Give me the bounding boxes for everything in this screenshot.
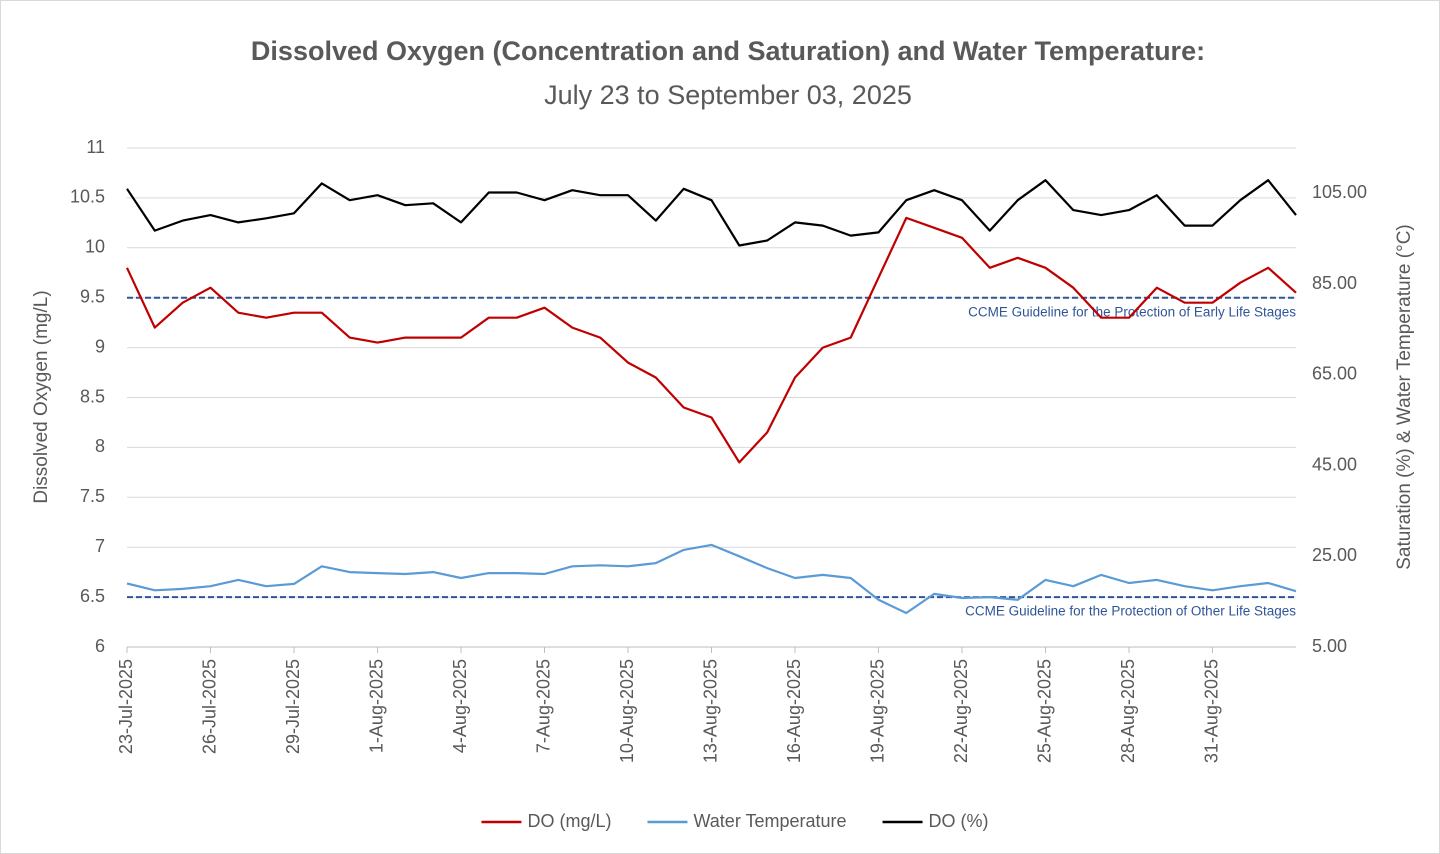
y-tick-label: 10.5 (70, 187, 105, 207)
y-tick-label: 7.5 (80, 486, 105, 506)
legend-item: DO (%) (882, 811, 989, 831)
x-tick-label: 25-Aug-2025 (1034, 659, 1054, 763)
y-tick-label: 8 (95, 436, 105, 456)
x-tick-label: 10-Aug-2025 (617, 659, 637, 763)
x-tick-label: 4-Aug-2025 (450, 659, 470, 753)
series-line (126, 216, 1297, 464)
legend-item: DO (mg/L) (481, 811, 611, 831)
y2-tick-label: 65.00 (1312, 364, 1357, 384)
y-tick-label: 11 (86, 137, 105, 157)
x-tick-label: 28-Aug-2025 (1118, 659, 1138, 763)
legend-item: Water Temperature (647, 811, 847, 831)
x-tick-label: 13-Aug-2025 (700, 659, 720, 763)
x-tick-label: 16-Aug-2025 (784, 659, 804, 763)
legend-label: DO (%) (929, 811, 989, 831)
chart-title: Dissolved Oxygen (Concentration and Satu… (251, 36, 1205, 66)
y-tick-label: 8.5 (80, 386, 105, 406)
y2-tick-label: 105.00 (1312, 182, 1367, 202)
chart-subtitle: July 23 to September 03, 2025 (544, 80, 912, 110)
legend-label: Water Temperature (693, 811, 846, 831)
x-tick-label: 7-Aug-2025 (533, 659, 553, 753)
y2-tick-label: 25.00 (1312, 545, 1357, 565)
x-tick-label: 22-Aug-2025 (951, 659, 971, 763)
y-tick-label: 7 (95, 536, 105, 556)
x-tick-label: 29-Jul-2025 (283, 659, 303, 754)
x-tick-label: 31-Aug-2025 (1201, 659, 1221, 763)
y-tick-label: 6.5 (80, 586, 105, 606)
x-tick-label: 26-Jul-2025 (199, 659, 219, 754)
y-tick-label: 6 (95, 636, 105, 656)
y-tick-label: 9 (95, 336, 105, 356)
x-tick-label: 1-Aug-2025 (366, 659, 386, 753)
y2-tick-label: 85.00 (1312, 273, 1357, 293)
legend-label: DO (mg/L) (527, 811, 611, 831)
y-axis-title: Dissolved Oxygen (mg/L) (31, 290, 52, 503)
y2-axis-title: Saturation (%) & Water Temperature (°C) (1394, 224, 1415, 570)
y2-tick-label: 5.00 (1312, 636, 1347, 656)
y-tick-label: 9.5 (80, 286, 105, 306)
reference-label: CCME Guideline for the Protection of Oth… (965, 604, 1296, 619)
y2-tick-label: 45.00 (1312, 454, 1357, 474)
series-line (126, 179, 1297, 247)
y-tick-label: 10 (85, 237, 105, 257)
reference-label: CCME Guideline for the Protection of Ear… (968, 304, 1296, 319)
x-tick-label: 23-Jul-2025 (116, 659, 136, 754)
series-line (126, 543, 1297, 615)
x-tick-label: 19-Aug-2025 (867, 659, 887, 763)
